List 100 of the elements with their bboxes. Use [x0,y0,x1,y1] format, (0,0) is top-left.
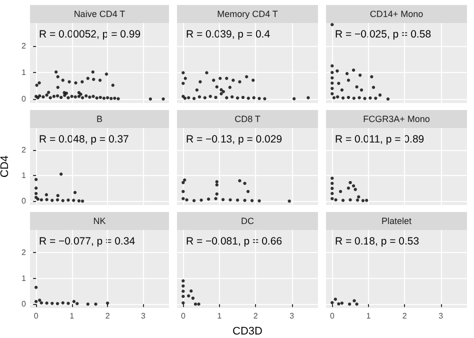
point [182,279,185,282]
chart-title: Platelet [326,212,467,230]
point [102,96,106,100]
point [80,96,84,100]
point [236,96,240,100]
point [92,94,95,98]
point [221,198,225,202]
point [330,176,334,180]
point [40,198,44,202]
point [330,76,334,80]
point [330,197,334,200]
point [372,86,376,89]
point [197,302,200,306]
annotation: R = 0.048, p = 0.37 [39,134,130,146]
point [184,76,187,80]
chart-title: CD8 T [177,110,318,128]
point [74,81,78,84]
point [336,95,340,99]
point [45,198,48,202]
x-tick-label: 0 [180,312,186,320]
point [378,93,382,97]
point [162,97,165,101]
point [330,82,334,85]
point [70,94,74,98]
point [80,200,84,203]
point [111,84,114,87]
point [348,198,352,202]
point [238,179,242,182]
chart-title: Memory CD4 T [177,5,318,23]
point [94,302,98,306]
point [194,302,198,306]
point [116,97,120,100]
x-tick-label: 0 [330,312,335,320]
point [348,180,352,184]
point [345,72,349,76]
point [182,284,185,288]
point [148,97,152,101]
x-tick-label: 0 [34,312,39,320]
point [365,198,368,202]
point [368,96,372,100]
point [215,183,218,186]
point [72,300,76,304]
annotation: R = 0.039, p = 0.4 [186,28,270,40]
point [363,96,366,100]
point [241,96,245,100]
point [205,71,208,74]
point [288,200,291,203]
point [56,86,60,89]
point [215,180,218,184]
y-axis-title: CD4 [0,155,12,178]
point [191,296,195,300]
annotation: R = −0.13, p = 0.029 [186,134,282,146]
point [346,78,350,82]
point [61,199,64,202]
y-tick-label: 0 [22,94,27,104]
point [220,88,223,92]
point [220,92,223,96]
point [187,96,190,100]
point [361,199,365,202]
x-axis-title: CD3D [232,326,263,338]
point [63,94,66,97]
point [98,78,102,82]
point [76,302,79,306]
point [352,184,356,188]
point [330,186,334,190]
point [258,199,261,203]
point [222,90,225,94]
point [225,96,228,100]
point [187,294,190,298]
point [182,197,185,200]
point [330,64,334,68]
point [228,198,232,202]
point [73,190,77,194]
point [106,301,110,305]
x-tick-label: 3 [290,312,295,320]
point [56,194,60,198]
point [246,190,250,194]
annotation: R = 0.18, p = 0.53 [335,236,420,248]
point [38,94,42,98]
y-tick-label: 0 [22,196,27,206]
y-tick-label: 0 [22,300,27,309]
point [44,193,48,196]
point [61,78,64,82]
point [232,78,235,82]
y-tick-label: 2 [22,42,27,51]
point [80,80,84,84]
point [54,70,58,74]
point [386,97,390,101]
point [358,74,362,77]
point [56,302,60,306]
point [250,199,254,202]
point [252,96,256,100]
x-tick-label: 1 [366,312,372,320]
point [59,96,63,100]
x-tick-label: 1 [70,312,75,320]
point [64,92,68,95]
point [238,80,242,84]
point [98,96,102,100]
x-tick-label: 2 [105,312,110,320]
point [330,92,334,96]
